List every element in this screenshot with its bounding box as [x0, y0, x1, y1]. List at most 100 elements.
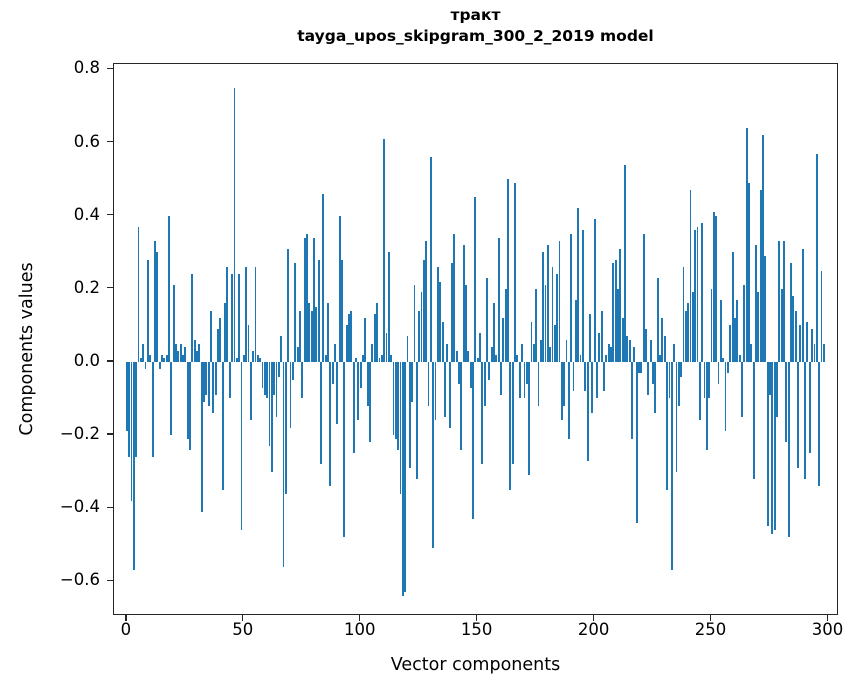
bar: [603, 361, 605, 392]
bar: [125, 361, 128, 432]
bar: [383, 138, 386, 362]
bar: [649, 340, 652, 362]
bar: [135, 361, 138, 457]
bar: [495, 354, 498, 362]
bar: [228, 361, 231, 399]
bar: [577, 208, 580, 362]
bar: [397, 361, 400, 450]
bar: [668, 361, 671, 399]
bar: [296, 347, 299, 362]
bar: [656, 277, 659, 362]
bar: [434, 361, 437, 421]
bar: [411, 361, 414, 403]
bar: [790, 263, 792, 362]
bar: [551, 266, 554, 362]
bar: [806, 321, 809, 362]
bar: [626, 336, 629, 362]
bar: [546, 244, 549, 362]
bar: [537, 361, 540, 406]
bar: [663, 336, 666, 362]
bar: [731, 252, 734, 362]
bar: [794, 310, 797, 362]
bar: [719, 299, 722, 362]
bar: [607, 343, 610, 362]
bar: [205, 361, 208, 395]
bar: [586, 361, 589, 461]
bar: [804, 361, 806, 479]
bar: [128, 361, 131, 457]
bar: [263, 361, 266, 395]
bar: [813, 343, 816, 362]
bar: [313, 237, 315, 362]
bar: [373, 314, 376, 362]
bar: [570, 233, 573, 362]
chart-title-line-2: tayga_upos_skipgram_300_2_2019 model: [297, 27, 654, 45]
y-tick-mark: [107, 214, 113, 216]
bar: [820, 270, 823, 362]
bar: [186, 361, 189, 439]
bar: [670, 361, 673, 571]
bar: [336, 361, 339, 425]
bar: [422, 259, 425, 362]
bar: [320, 361, 322, 465]
bar: [635, 361, 638, 523]
bar: [778, 241, 781, 362]
bar: [280, 336, 283, 362]
bar: [694, 230, 697, 362]
y-tick-label: −0.2: [59, 423, 100, 443]
bar: [245, 266, 248, 362]
bar: [317, 259, 320, 362]
bar: [132, 361, 135, 571]
bar: [472, 361, 474, 520]
bar: [745, 127, 748, 362]
bar: [640, 361, 643, 373]
bar: [696, 226, 699, 362]
bar: [324, 354, 327, 362]
bar: [214, 361, 217, 395]
bar: [322, 193, 325, 362]
bar: [352, 361, 355, 454]
bar: [617, 288, 619, 362]
bar: [684, 310, 687, 362]
bar: [738, 354, 741, 362]
bar: [331, 361, 334, 384]
bar: [334, 343, 336, 362]
bar: [588, 314, 591, 362]
bar: [191, 274, 194, 362]
bar: [687, 303, 690, 362]
bar: [544, 285, 547, 362]
bar: [624, 164, 626, 362]
bar: [282, 361, 285, 567]
bar: [287, 248, 290, 362]
bar: [818, 361, 821, 487]
bar: [179, 343, 182, 362]
bar: [294, 263, 297, 362]
bar: [560, 361, 563, 421]
bar: [399, 361, 402, 494]
bar: [453, 233, 456, 362]
bar: [142, 343, 145, 362]
bar: [247, 325, 250, 362]
bar: [483, 361, 486, 406]
bar: [146, 259, 149, 362]
bar: [511, 361, 514, 465]
bar: [773, 361, 776, 531]
bar: [425, 241, 428, 362]
bar: [654, 361, 657, 414]
bar: [151, 361, 154, 457]
bar: [645, 329, 647, 362]
bar: [474, 197, 477, 362]
bar: [219, 318, 222, 362]
bar: [415, 361, 418, 479]
bar: [581, 230, 584, 362]
bar: [413, 285, 416, 362]
bar: [769, 361, 771, 395]
bar: [261, 361, 264, 388]
bar: [235, 358, 238, 362]
bar: [764, 255, 767, 362]
bar: [514, 182, 516, 362]
bar: [240, 361, 243, 531]
bar: [306, 233, 308, 362]
x-axis-label: Vector components: [390, 655, 561, 675]
bar: [156, 252, 159, 362]
